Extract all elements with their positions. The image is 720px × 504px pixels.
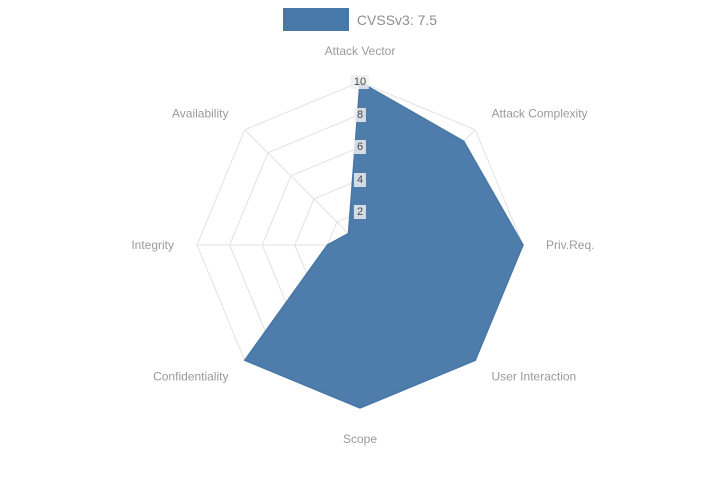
axis-label: Availability — [172, 106, 228, 120]
legend-swatch — [282, 8, 349, 31]
axis-label: Integrity — [131, 238, 174, 252]
legend-label: CVSSv3: 7.5 — [356, 11, 438, 28]
axis-label: Attack Vector — [325, 44, 396, 58]
axis-label: Confidentiality — [153, 370, 228, 384]
grid-spoke — [244, 129, 361, 246]
data-series-polygon — [243, 80, 524, 409]
axis-label: Attack Complexity — [492, 106, 588, 120]
legend[interactable]: CVSSv3: 7.5 — [0, 8, 720, 31]
axis-label: Scope — [343, 432, 377, 446]
axis-label: User Interaction — [492, 370, 577, 384]
axis-label: Priv.Req. — [546, 238, 594, 252]
